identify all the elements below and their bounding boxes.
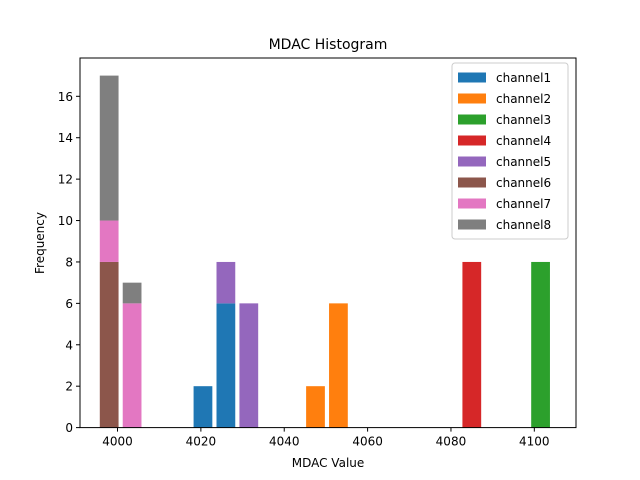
legend-swatch-channel1 (458, 72, 486, 83)
legend-label-channel1: channel1 (496, 71, 551, 85)
x-tick-label: 4020 (186, 435, 217, 449)
bar-channel1 (216, 303, 236, 428)
y-tick-label: 4 (65, 338, 73, 352)
bar-channel5 (216, 261, 236, 304)
y-tick-label: 12 (58, 173, 73, 187)
legend-swatch-channel4 (458, 135, 486, 146)
y-tick-label: 14 (58, 131, 73, 145)
bar-channel5 (239, 303, 259, 428)
x-tick-label: 4100 (519, 435, 550, 449)
x-tick-label: 4060 (352, 435, 383, 449)
legend-swatch-channel8 (458, 219, 486, 230)
bar-channel7 (122, 303, 142, 428)
y-tick-label: 6 (65, 297, 73, 311)
x-axis: 4000 4020 4040 4060 4080 4100 (102, 427, 550, 449)
legend-label-channel3: channel3 (496, 113, 551, 127)
legend-label-channel7: channel7 (496, 197, 551, 211)
legend-swatch-channel5 (458, 156, 486, 167)
legend-swatch-channel3 (458, 114, 486, 125)
bar-channel7 (99, 220, 119, 262)
chart-title: MDAC Histogram (269, 37, 388, 53)
bar-channel1 (193, 386, 213, 428)
legend-label-channel4: channel4 (496, 134, 551, 148)
y-axis-label: Frequency (33, 212, 47, 274)
x-tick-label: 4040 (269, 435, 300, 449)
bar-channel6 (99, 261, 119, 428)
y-tick-label: 0 (65, 421, 73, 435)
bar-channel8 (122, 282, 142, 304)
legend-label-channel8: channel8 (496, 218, 551, 232)
y-tick-label: 10 (58, 214, 73, 228)
legend-label-channel5: channel5 (496, 155, 551, 169)
legend-swatch-channel6 (458, 177, 486, 188)
legend-swatch-channel7 (458, 198, 486, 209)
y-tick-label: 16 (58, 90, 73, 104)
bar-channel4 (462, 261, 482, 428)
bar-channel3 (531, 261, 550, 428)
legend: channel1 channel2 channel3 channel4 channel5… (451, 62, 569, 240)
bar-channel2 (306, 386, 325, 428)
legend-label-channel2: channel2 (496, 92, 551, 106)
x-axis-label: MDAC Value (292, 456, 365, 470)
legend-swatch-channel2 (458, 93, 486, 104)
x-tick-label: 4080 (436, 435, 467, 449)
y-tick-label: 2 (65, 380, 73, 394)
bar-channel8 (99, 75, 119, 221)
y-axis: 0 2 4 6 8 10 12 14 16 (58, 90, 80, 435)
legend-label-channel6: channel6 (496, 176, 551, 190)
plot-area-frame (79, 57, 577, 429)
bar-channel2 (329, 303, 348, 428)
legend-box (451, 62, 569, 240)
x-tick-label: 4000 (102, 435, 133, 449)
y-tick-label: 8 (65, 255, 73, 269)
bars-layer (99, 75, 550, 428)
